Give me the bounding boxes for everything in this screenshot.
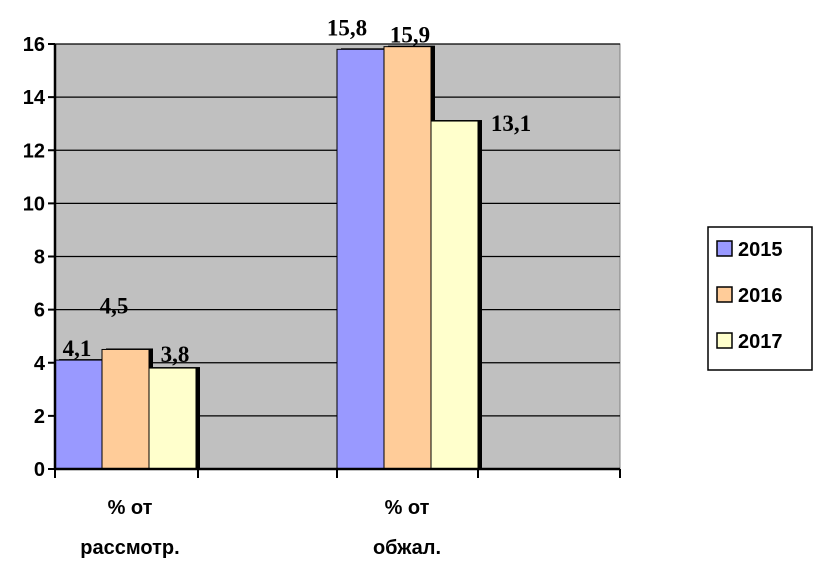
y-tick-label: 10 — [23, 193, 45, 215]
bar-2017-0 — [148, 367, 197, 470]
legend-swatch-2017 — [716, 332, 733, 349]
x-category-label: % от — [385, 497, 430, 519]
y-tick-label: 12 — [23, 140, 45, 162]
legend-label-2015: 2015 — [738, 239, 783, 261]
bar-2016-0 — [101, 348, 150, 470]
data-label: 13,1 — [491, 111, 531, 136]
legend-swatch-2015 — [716, 240, 733, 257]
bars — [54, 45, 482, 470]
axes — [48, 43, 621, 478]
x-category-label: % от — [108, 497, 153, 519]
data-label: 15,8 — [327, 15, 367, 40]
y-tick-label: 0 — [34, 459, 45, 481]
legend: 2015 2016 2017 — [707, 226, 813, 371]
data-labels: 4,1 15,8 4,5 15,9 3,8 13,1 — [63, 15, 532, 367]
x-axis-categories: % от рассмотр. % от обжал. — [80, 497, 441, 559]
y-axis-ticks: 0 2 4 6 8 10 12 14 16 — [23, 34, 46, 481]
bar-2016-1 — [383, 46, 432, 470]
x-category-label: рассмотр. — [80, 537, 179, 559]
y-tick-label: 6 — [34, 300, 45, 322]
legend-swatch-2016 — [716, 286, 733, 303]
y-tick-label: 14 — [23, 87, 46, 109]
legend-label-2017: 2017 — [738, 331, 783, 353]
y-tick-label: 8 — [34, 247, 45, 269]
bar-2015-0 — [54, 359, 103, 470]
x-category-label: обжал. — [373, 537, 441, 559]
data-label: 15,9 — [390, 23, 430, 48]
y-tick-label: 16 — [23, 34, 45, 56]
data-label: 4,1 — [63, 336, 92, 361]
bar-2015-1 — [336, 48, 385, 470]
bar-2017-1 — [430, 120, 479, 470]
y-tick-label: 2 — [34, 406, 45, 428]
legend-label-2016: 2016 — [738, 285, 783, 307]
y-tick-label: 4 — [34, 353, 46, 375]
data-label: 4,5 — [100, 293, 129, 318]
data-label: 3,8 — [161, 342, 190, 367]
